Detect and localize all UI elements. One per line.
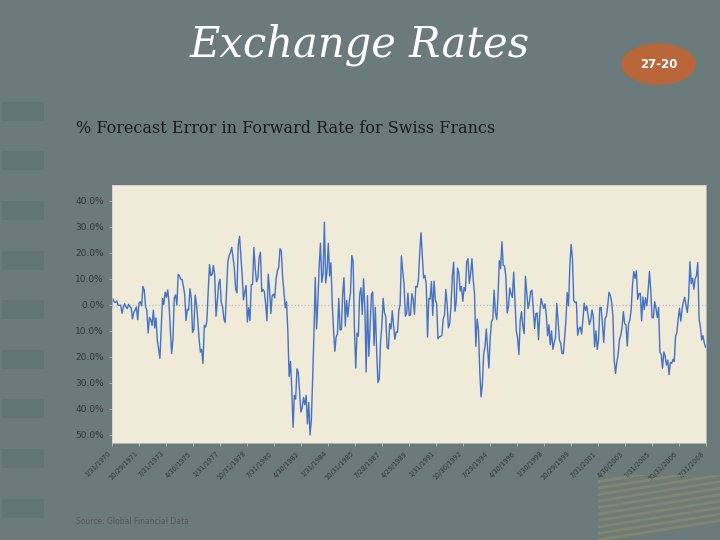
Bar [2, 176, 45, 195]
Bar [2, 251, 45, 269]
Bar [2, 201, 45, 220]
Text: % Forecast Error in Forward Rate for Swiss Francs: % Forecast Error in Forward Rate for Swi… [76, 120, 495, 137]
Bar [2, 300, 45, 319]
Bar [2, 424, 45, 443]
Bar [2, 375, 45, 394]
Bar [2, 499, 45, 518]
Bar [2, 77, 45, 96]
Text: Exchange Rates: Exchange Rates [190, 23, 530, 66]
Bar [2, 400, 45, 419]
Bar [2, 102, 45, 121]
Bar [2, 226, 45, 245]
Text: Source: Global Financial Data: Source: Global Financial Data [76, 517, 189, 526]
Bar [2, 151, 45, 170]
Bar [2, 350, 45, 369]
Bar [2, 275, 45, 294]
Bar [2, 325, 45, 344]
Text: 27-20: 27-20 [640, 58, 678, 71]
Bar [2, 449, 45, 468]
Circle shape [622, 44, 696, 84]
Bar [2, 474, 45, 493]
Bar [2, 126, 45, 145]
